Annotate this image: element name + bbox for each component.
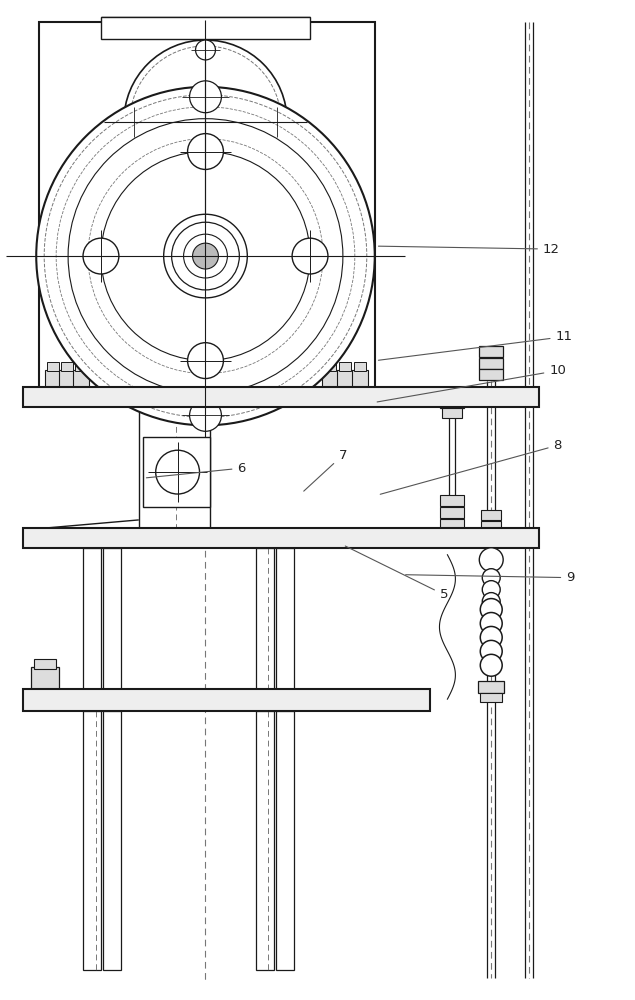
Circle shape xyxy=(124,40,287,203)
Bar xyxy=(39,22,375,390)
Circle shape xyxy=(480,599,502,620)
Bar xyxy=(23,689,429,711)
Bar xyxy=(481,510,501,520)
Text: 8: 8 xyxy=(380,439,562,494)
Circle shape xyxy=(479,548,503,572)
Circle shape xyxy=(56,107,355,405)
Bar xyxy=(479,369,503,380)
Bar xyxy=(276,548,294,690)
Circle shape xyxy=(482,569,500,587)
Bar xyxy=(481,521,501,531)
Bar xyxy=(103,711,121,970)
Bar xyxy=(47,362,59,371)
Circle shape xyxy=(156,450,199,494)
Circle shape xyxy=(44,95,367,417)
Bar xyxy=(73,370,89,387)
Bar xyxy=(57,389,77,397)
Bar xyxy=(478,681,504,693)
Bar xyxy=(441,395,464,408)
Bar xyxy=(350,389,370,397)
Circle shape xyxy=(124,112,144,132)
Circle shape xyxy=(196,40,215,60)
Circle shape xyxy=(292,238,328,274)
Circle shape xyxy=(130,46,281,197)
Bar xyxy=(322,370,338,387)
Bar xyxy=(101,17,310,39)
Circle shape xyxy=(190,81,222,113)
Text: 10: 10 xyxy=(377,364,566,402)
Bar xyxy=(61,362,73,371)
Bar xyxy=(441,507,464,518)
Text: 5: 5 xyxy=(345,546,448,601)
Circle shape xyxy=(480,654,502,676)
Text: 7: 7 xyxy=(304,449,347,491)
Circle shape xyxy=(36,87,375,425)
Text: 6: 6 xyxy=(147,462,246,478)
Circle shape xyxy=(171,222,239,290)
Bar xyxy=(257,711,274,970)
Circle shape xyxy=(88,139,323,374)
Bar xyxy=(337,370,353,387)
Circle shape xyxy=(482,593,500,611)
Circle shape xyxy=(267,112,287,132)
Circle shape xyxy=(184,234,227,278)
Bar xyxy=(83,711,101,970)
Circle shape xyxy=(68,119,343,393)
Bar xyxy=(320,389,340,397)
Bar xyxy=(276,711,294,970)
Circle shape xyxy=(480,613,502,634)
Bar xyxy=(480,693,502,702)
Circle shape xyxy=(192,243,218,269)
Bar xyxy=(339,362,351,371)
Circle shape xyxy=(164,214,247,298)
Circle shape xyxy=(101,152,310,361)
Bar xyxy=(354,362,366,371)
Bar xyxy=(34,659,56,669)
Bar xyxy=(83,548,101,690)
Circle shape xyxy=(480,640,502,662)
Bar xyxy=(257,548,274,690)
Bar xyxy=(45,370,61,387)
Bar xyxy=(324,362,336,371)
Bar xyxy=(352,370,368,387)
Bar xyxy=(43,389,63,397)
Text: 12: 12 xyxy=(378,243,560,256)
Circle shape xyxy=(190,399,222,431)
Bar xyxy=(23,528,539,548)
Bar xyxy=(23,387,539,407)
Bar xyxy=(441,519,464,530)
Bar xyxy=(479,358,503,369)
Bar xyxy=(441,495,464,506)
Circle shape xyxy=(187,134,224,169)
Text: 11: 11 xyxy=(378,330,573,360)
Bar xyxy=(443,408,462,418)
Bar xyxy=(31,667,59,689)
Bar xyxy=(59,370,75,387)
Bar xyxy=(71,389,91,397)
Circle shape xyxy=(482,581,500,599)
Bar xyxy=(335,389,355,397)
Bar xyxy=(479,346,503,357)
Circle shape xyxy=(83,238,119,274)
Text: 9: 9 xyxy=(406,571,575,584)
Bar xyxy=(75,362,87,371)
Bar xyxy=(143,437,210,507)
Circle shape xyxy=(480,626,502,648)
Circle shape xyxy=(187,343,224,379)
Bar xyxy=(103,548,121,690)
Bar xyxy=(139,407,210,530)
